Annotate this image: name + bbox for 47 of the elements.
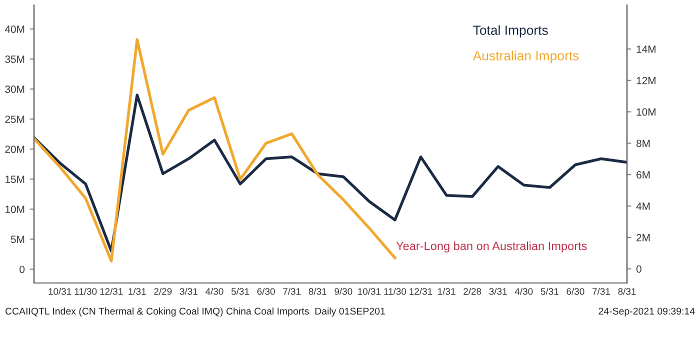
x-tick-label: 2/29 [154,288,172,295]
x-tick-label: 4/30 [206,288,224,295]
x-tick-label: 7/31 [592,288,610,295]
x-tick-label: 12/31 [410,288,432,295]
text: Total Imports [473,25,548,38]
x-tick-label: 2/28 [464,288,482,295]
y-tick-label: 0 [20,266,25,274]
x-tick-label: 11/30 [74,288,97,295]
y-tick-label: 5M [10,236,24,244]
x-tick-label: 12/31 [100,288,123,295]
x-tick-label: 8/31 [308,288,326,295]
y2-tick-label: 12M [636,76,656,84]
x-tick-label: 5/31 [540,288,558,295]
y2-tick-label: 14M [636,46,656,53]
y2-tick-label: 6M [636,171,650,179]
y-tick-label: 35M [5,56,24,63]
x-tick-label: 1/31 [128,288,146,295]
x-tick-label: 1/31 [438,288,456,295]
x-tick-label: 3/31 [180,288,198,295]
x-tick-label: 11/30 [384,288,406,295]
x-tick-label: 6/30 [566,288,584,295]
x-tick-label: 4/30 [514,288,533,295]
y-tick-label: 40M [4,26,24,33]
y-tick-label: 15M [6,176,24,183]
text: CCAIIQTL Index (CN Thermal & Coking Coal IMQ) China Coal Imports Daily 01SEP201 [5,307,385,317]
text: 24-Sep-2021 09:39:14 [598,308,695,317]
y2-tick-label: 0 [636,265,642,273]
y2-tick-label: 4M [636,202,650,210]
x-tick-label: 5/31 [231,288,249,295]
y-tick-label: 10M [6,206,24,214]
line-series [34,38,396,262]
x-tick-label: 8/31 [618,288,636,295]
y-tick-label: 25M [5,116,24,123]
x-tick-label: 10/31 [358,288,381,295]
annotation: Year-Long ban on Australian Imports [396,241,587,252]
x-tick-label: 6/30 [257,288,275,295]
y2-tick-label: 8M [636,140,650,148]
y2-tick-label: 2M [636,234,650,242]
x-tick-label: 9/30 [334,288,352,295]
y-tick-label: 20M [5,146,24,153]
x-tick-label: 7/31 [283,288,301,295]
y-tick-label: 30M [5,86,24,93]
x-tick-label: 10/31 [48,288,72,295]
y2-tick-label: 10M [636,108,656,116]
x-tick-label: 3/31 [489,288,507,295]
line-series [34,94,627,253]
text: Australian Imports [472,50,579,64]
